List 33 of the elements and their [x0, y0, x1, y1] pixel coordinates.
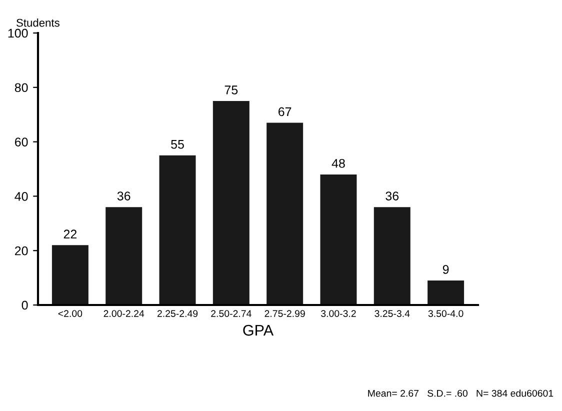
bar: [374, 207, 410, 305]
y-axis-title: Students: [16, 18, 60, 27]
x-tick-label: 3.00-3.2: [321, 310, 356, 317]
x-axis-title: GPA: [243, 324, 274, 336]
data-label: 75: [224, 86, 238, 94]
data-label: 55: [171, 140, 184, 149]
x-tick-label: 2.00-2.24: [104, 310, 144, 317]
bar: [320, 174, 357, 305]
y-tick-label: 20: [15, 246, 28, 256]
x-tick-label: 2.25-2.49: [157, 310, 198, 317]
x-tick-label: 3.25-3.4: [374, 310, 410, 317]
bar: [266, 122, 304, 305]
bar: [106, 207, 142, 305]
bar: [52, 245, 88, 305]
y-tick-label: 100: [8, 28, 28, 38]
y-tick-label: 0: [22, 300, 28, 310]
y-tick-label: 80: [14, 83, 28, 92]
y-tick-label: 60: [15, 138, 28, 146]
data-label: 36: [117, 192, 130, 200]
data-label: 67: [278, 107, 292, 116]
bar: [428, 280, 464, 305]
y-tick-label: 40: [14, 192, 28, 201]
bar: [159, 155, 196, 305]
bar: [212, 101, 250, 305]
text: Mean= 2.67 S.D.= .60 N= 384 edu60601: [368, 390, 554, 397]
x-tick-label: 2.50-2.74: [211, 310, 252, 317]
x-tick-label: 3.50-4.0: [428, 310, 464, 317]
x-tick-label: 2.75-2.99: [264, 310, 305, 317]
data-label: 48: [332, 158, 345, 168]
data-label: 9: [442, 265, 449, 274]
x-tick-label: <2.00: [58, 310, 82, 317]
data-label: 22: [64, 230, 77, 238]
data-label: 36: [386, 192, 399, 200]
